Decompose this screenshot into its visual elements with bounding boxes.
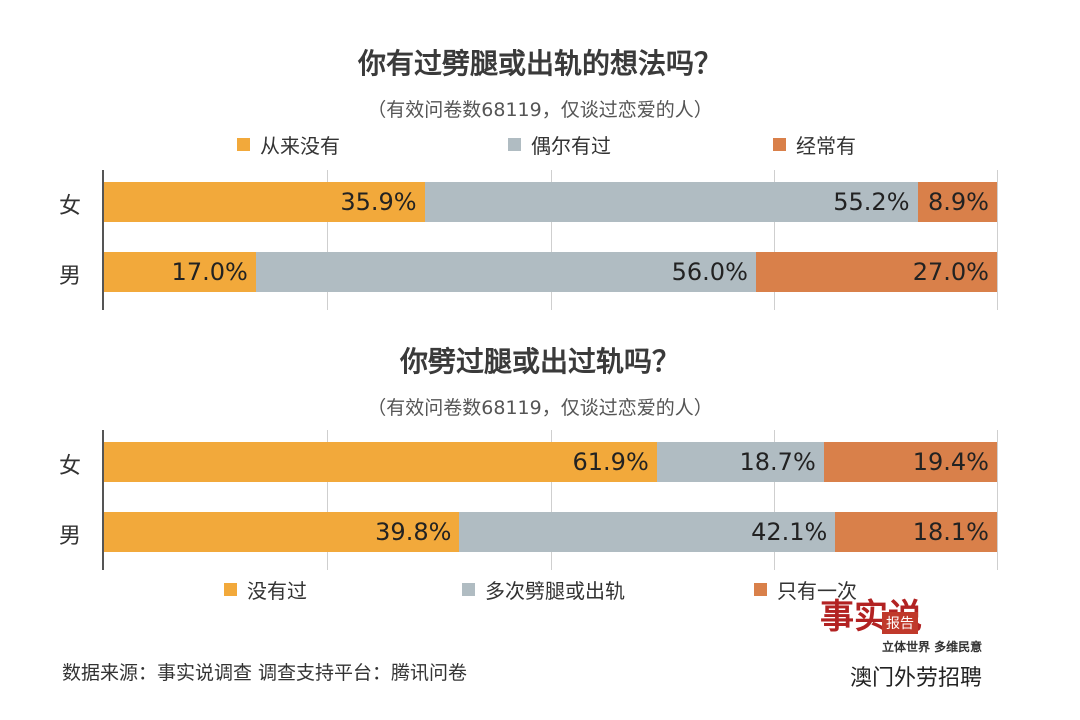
logo-tag-badge: 报告 [882,612,918,634]
bar-segment: 17.0% [104,252,256,292]
bar-segment: 35.9% [104,182,425,222]
chart1-legend-item-1: 从来没有 [237,130,340,159]
data-label: 39.8% [375,518,452,546]
chart1-subtitle: （有效问卷数68119，仅谈过恋爱的人） [367,99,713,121]
data-label: 8.9% [927,188,989,216]
chart1-plot: 女 35.9% 55.2% 8.9% 男 17.0% 56.0% 27.0% [0,170,1080,310]
publisher-logo: 事实说 报告 立体世界 多维民意 澳门外劳招聘 [820,600,1060,710]
data-label: 56.0% [671,258,748,286]
data-label: 17.0% [171,258,248,286]
bar-segment: 61.9% [104,442,657,482]
chart2-title: 你劈过腿或出过轨吗？ [399,345,680,378]
data-label: 42.1% [751,518,828,546]
bar-segment: 42.1% [459,512,836,552]
legend-label: 经常有 [796,134,856,158]
bar-segment: 27.0% [755,252,997,292]
legend-label: 多次劈腿或出轨 [485,579,625,603]
logo-slogan: 立体世界 多维民意 [882,640,983,654]
bar-segment: 55.2% [424,182,918,222]
category-label: 男 [58,524,81,549]
data-label: 35.9% [340,188,417,216]
chart1-legend: 从来没有 偶尔有过 经常有 [0,130,1080,158]
bar-segment: 18.1% [835,512,997,552]
gridline [327,170,329,310]
bar-segment: 39.8% [104,512,460,552]
data-label: 55.2% [833,188,910,216]
chart2-subtitle: （有效问卷数68119，仅谈过恋爱的人） [367,397,713,419]
category-label: 女 [58,454,81,479]
data-label: 27.0% [912,258,989,286]
gridline [327,430,329,570]
gridline [773,430,775,570]
gridline [997,170,998,310]
legend-label: 只有一次 [777,579,857,603]
legend-label: 偶尔有过 [531,134,611,158]
legend-swatch [754,583,767,596]
chart1-title: 你有过劈腿或出轨的想法吗？ [357,47,722,80]
data-label: 19.4% [912,448,989,476]
chart2-legend-item-1: 没有过 [224,575,307,604]
y-axis-line [102,170,104,310]
chart2-plot: 女 61.9% 18.7% 19.4% 男 39.8% 42.1% 18.1% [0,430,1080,570]
bar-segment: 19.4% [823,442,997,482]
bar-segment: 8.9% [917,182,997,222]
chart2-legend: 没有过 多次劈腿或出轨 只有一次 [0,575,1080,603]
legend-swatch [773,138,786,151]
gridline [773,170,775,310]
gridline [550,430,552,570]
gridline [997,430,998,570]
legend-swatch [224,583,237,596]
legend-swatch [508,138,521,151]
legend-label: 没有过 [247,579,307,603]
bar-row: 35.9% 55.2% 8.9% [104,182,997,222]
data-label: 18.7% [739,448,816,476]
legend-swatch [462,583,475,596]
wechat-account-name: 澳门外劳招聘 [850,666,983,691]
y-axis-line [102,430,104,570]
bar-segment: 18.7% [656,442,824,482]
bar-row: 17.0% 56.0% 27.0% [104,252,997,292]
bar-row: 39.8% 42.1% 18.1% [104,512,997,552]
category-label: 女 [58,194,81,219]
chart1-legend-item-3: 经常有 [773,130,856,159]
chart2-legend-item-2: 多次劈腿或出轨 [462,575,625,604]
category-label: 男 [58,264,81,289]
bar-row: 61.9% 18.7% 19.4% [104,442,997,482]
data-label: 18.1% [912,518,989,546]
chart1-legend-item-2: 偶尔有过 [508,130,611,159]
legend-label: 从来没有 [260,134,340,158]
chart2-legend-item-3: 只有一次 [754,575,857,604]
bar-segment: 56.0% [255,252,756,292]
data-label: 61.9% [572,448,649,476]
data-source-footer: 数据来源：事实说调查 调查支持平台：腾讯问卷 [62,662,468,684]
gridline [550,170,552,310]
legend-swatch [237,138,250,151]
